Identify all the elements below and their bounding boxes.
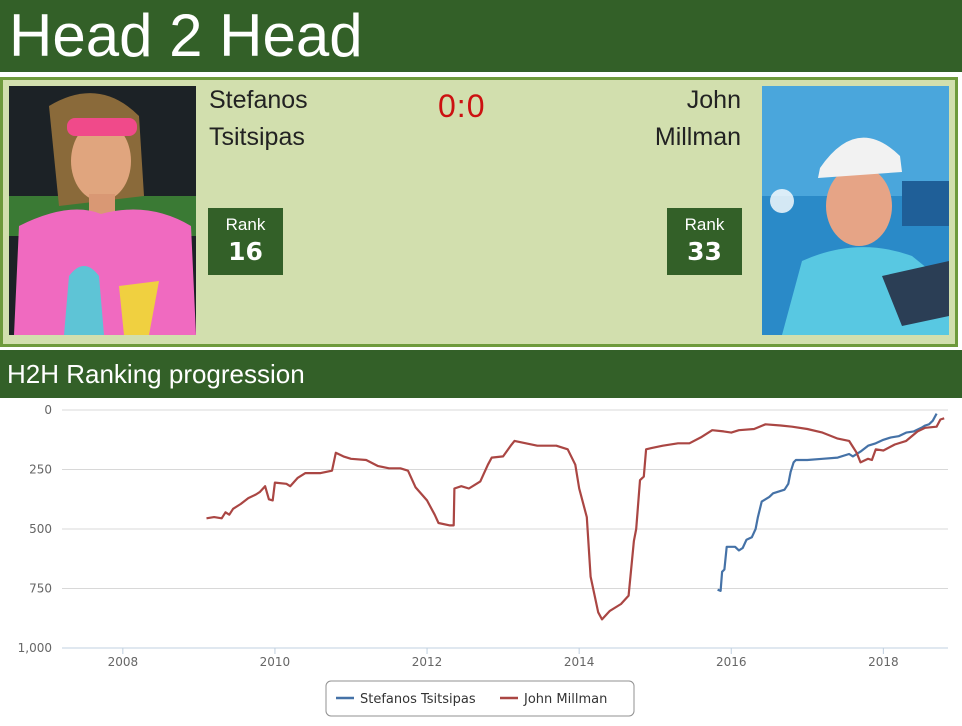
legend-item-1[interactable]: Stefanos Tsitsipas — [360, 692, 476, 707]
ranking-chart: 0 250 500 750 1,000 2008 2010 2012 2014 2016 2018… — [0, 398, 962, 721]
player1-first-name: Stefanos — [209, 86, 308, 114]
player2-last-name: Millman — [654, 123, 741, 151]
player1-rank-value: 16 — [228, 237, 263, 266]
legend-item-2[interactable]: John Millman — [523, 692, 607, 707]
h2h-panel: Stefanos Tsitsipas 0:0 John Millman Rank… — [0, 77, 958, 347]
player2-photo — [762, 86, 949, 335]
y-tick-label: 500 — [29, 522, 52, 536]
chart-legend[interactable]: Stefanos Tsitsipas John Millman — [325, 680, 635, 717]
series-line-1[interactable] — [717, 413, 938, 592]
player1-last-name: Tsitsipas — [209, 123, 305, 151]
player2-first-name: John — [686, 86, 741, 114]
y-tick-label: 0 — [44, 403, 52, 417]
player2-name[interactable]: John Millman — [655, 82, 741, 156]
x-axis-ticks: 2008 2010 2012 2014 2016 2018 — [108, 648, 899, 669]
y-tick-label: 750 — [29, 582, 52, 596]
x-tick-label: 2008 — [108, 655, 139, 669]
player1-name[interactable]: Stefanos Tsitsipas — [209, 82, 308, 156]
chart-grid — [62, 409, 948, 649]
y-tick-label: 250 — [29, 463, 52, 477]
player1-photo — [9, 86, 196, 335]
ranking-chart-svg: 0 250 500 750 1,000 2008 2010 2012 2014 2016 2018… — [18, 403, 948, 717]
page-title: Head 2 Head — [9, 2, 363, 69]
y-axis-ticks: 0 250 500 750 1,000 — [18, 403, 52, 655]
section-header: H2H Ranking progression — [0, 350, 962, 398]
player2-rank-badge: Rank 33 — [667, 208, 742, 275]
series-line-2[interactable] — [206, 417, 945, 621]
chart-lines — [206, 413, 945, 621]
page-header: Head 2 Head — [0, 0, 962, 72]
player1-rank-label: Rank — [225, 215, 266, 234]
legend-box — [325, 680, 635, 717]
section-title: H2H Ranking progression — [7, 359, 305, 389]
x-tick-label: 2014 — [564, 655, 595, 669]
y-tick-label: 1,000 — [18, 641, 52, 655]
x-tick-label: 2012 — [412, 655, 443, 669]
player2-rank-value: 33 — [687, 237, 722, 266]
player1-rank-badge: Rank 16 — [208, 208, 283, 275]
x-tick-label: 2010 — [260, 655, 291, 669]
x-tick-label: 2018 — [868, 655, 899, 669]
x-tick-label: 2016 — [716, 655, 747, 669]
player2-rank-label: Rank — [684, 215, 725, 234]
h2h-score: 0:0 — [438, 88, 486, 124]
